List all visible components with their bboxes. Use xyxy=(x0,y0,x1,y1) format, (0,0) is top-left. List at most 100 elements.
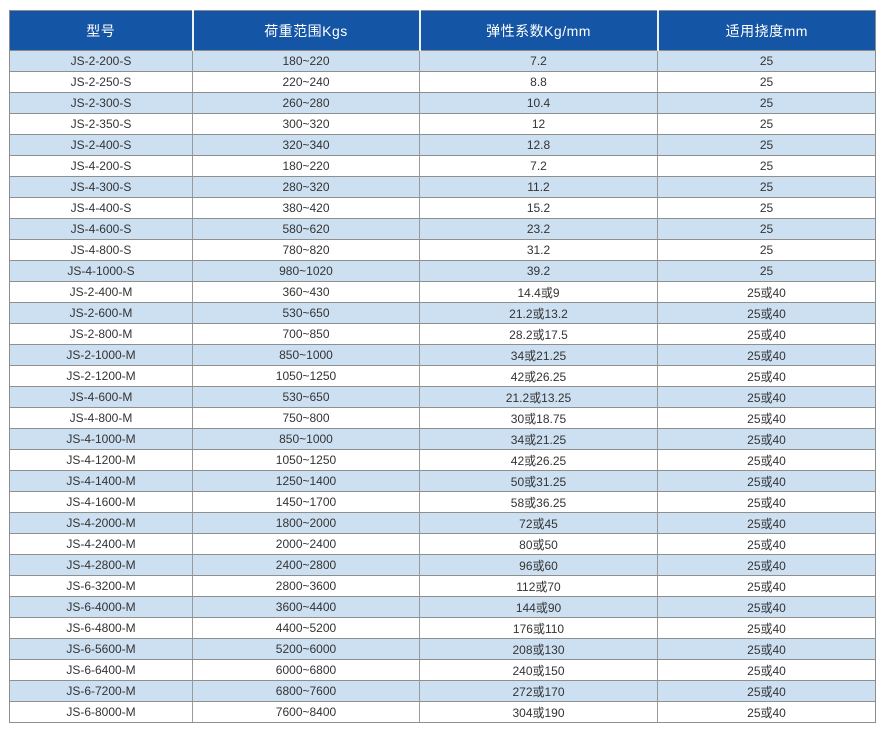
table-row: JS-4-800-M 750~800 30或18.75 25或40 xyxy=(9,407,876,429)
table-cell: 25或40 xyxy=(657,344,876,366)
table-cell: 530~650 xyxy=(192,386,420,408)
table-cell: 25 xyxy=(657,260,876,282)
table-row: JS-2-250-S 220~240 8.8 25 xyxy=(9,71,876,93)
table-row: JS-2-600-M 530~650 21.2或13.2 25或40 xyxy=(9,302,876,324)
table-cell: JS-6-6400-M xyxy=(9,659,193,681)
table-cell: 3600~4400 xyxy=(192,596,420,618)
table-cell: 42或26.25 xyxy=(419,449,658,471)
table-row: JS-2-300-S 260~280 10.4 25 xyxy=(9,92,876,114)
table-row: JS-2-400-S 320~340 12.8 25 xyxy=(9,134,876,156)
table-cell: 58或36.25 xyxy=(419,491,658,513)
table-cell: JS-2-350-S xyxy=(9,113,193,135)
table-cell: 25或40 xyxy=(657,407,876,429)
table-header-row: 型号 荷重范围Kgs 弹性系数Kg/mm 适用挠度mm xyxy=(9,10,876,51)
table-cell: 1050~1250 xyxy=(192,365,420,387)
table-row: JS-4-1600-M 1450~1700 58或36.25 25或40 xyxy=(9,491,876,513)
table-cell: 10.4 xyxy=(419,92,658,114)
table-row: JS-6-4800-M 4400~5200 176或110 25或40 xyxy=(9,617,876,639)
table-cell: 980~1020 xyxy=(192,260,420,282)
table-cell: 272或170 xyxy=(419,680,658,702)
table-row: JS-4-400-S 380~420 15.2 25 xyxy=(9,197,876,219)
table-cell: 25或40 xyxy=(657,365,876,387)
table-cell: 25 xyxy=(657,197,876,219)
table-cell: 21.2或13.25 xyxy=(419,386,658,408)
table-row: JS-6-4000-M 3600~4400 144或90 25或40 xyxy=(9,596,876,618)
table-cell: 144或90 xyxy=(419,596,658,618)
table-cell: 1250~1400 xyxy=(192,470,420,492)
table-cell: 2000~2400 xyxy=(192,533,420,555)
table-cell: JS-4-2800-M xyxy=(9,554,193,576)
table-cell: JS-6-8000-M xyxy=(9,701,193,723)
table-cell: 700~850 xyxy=(192,323,420,345)
table-cell: JS-4-600-M xyxy=(9,386,193,408)
table-cell: 25或40 xyxy=(657,638,876,660)
table-cell: 25或40 xyxy=(657,659,876,681)
table-cell: 15.2 xyxy=(419,197,658,219)
table-cell: 25 xyxy=(657,92,876,114)
table-cell: 14.4或9 xyxy=(419,281,658,303)
table-cell: 1800~2000 xyxy=(192,512,420,534)
table-cell: JS-6-4000-M xyxy=(9,596,193,618)
table-cell: 25或40 xyxy=(657,596,876,618)
table-cell: JS-4-600-S xyxy=(9,218,193,240)
table-cell: 530~650 xyxy=(192,302,420,324)
table-cell: 320~340 xyxy=(192,134,420,156)
table-cell: JS-4-1400-M xyxy=(9,470,193,492)
table-cell: JS-4-1600-M xyxy=(9,491,193,513)
table-cell: 25或40 xyxy=(657,470,876,492)
table-cell: 780~820 xyxy=(192,239,420,261)
table-cell: 850~1000 xyxy=(192,344,420,366)
table-cell: 25 xyxy=(657,155,876,177)
table-cell: 2800~3600 xyxy=(192,575,420,597)
table-cell: JS-4-1200-M xyxy=(9,449,193,471)
table-cell: 72或45 xyxy=(419,512,658,534)
table-cell: 6800~7600 xyxy=(192,680,420,702)
table-cell: 31.2 xyxy=(419,239,658,261)
table-cell: 850~1000 xyxy=(192,428,420,450)
table-row: JS-4-200-S 180~220 7.2 25 xyxy=(9,155,876,177)
table-cell: JS-2-800-M xyxy=(9,323,193,345)
table-cell: 4400~5200 xyxy=(192,617,420,639)
table-row: JS-4-2400-M 2000~2400 80或50 25或40 xyxy=(9,533,876,555)
table-cell: 280~320 xyxy=(192,176,420,198)
table-cell: JS-4-200-S xyxy=(9,155,193,177)
column-header-model: 型号 xyxy=(9,10,193,51)
table-cell: 25或40 xyxy=(657,491,876,513)
table-cell: 6000~6800 xyxy=(192,659,420,681)
table-cell: JS-6-3200-M xyxy=(9,575,193,597)
table-cell: 750~800 xyxy=(192,407,420,429)
spec-table-body: JS-2-200-S 180~220 7.2 25 JS-2-250-S 220~240 8… xyxy=(9,50,876,723)
table-row: JS-6-7200-M 6800~7600 272或170 25或40 xyxy=(9,680,876,702)
table-cell: 180~220 xyxy=(192,50,420,72)
table-cell: 11.2 xyxy=(419,176,658,198)
table-cell: JS-4-1000-S xyxy=(9,260,193,282)
table-row: JS-4-1000-S 980~1020 39.2 25 xyxy=(9,260,876,282)
table-cell: 23.2 xyxy=(419,218,658,240)
table-row: JS-4-800-S 780~820 31.2 25 xyxy=(9,239,876,261)
table-cell: JS-2-600-M xyxy=(9,302,193,324)
table-row: JS-2-350-S 300~320 12 25 xyxy=(9,113,876,135)
table-cell: JS-4-1000-M xyxy=(9,428,193,450)
table-row: JS-4-1000-M 850~1000 34或21.25 25或40 xyxy=(9,428,876,450)
table-cell: 304或190 xyxy=(419,701,658,723)
table-row: JS-6-5600-M 5200~6000 208或130 25或40 xyxy=(9,638,876,660)
table-cell: 220~240 xyxy=(192,71,420,93)
table-cell: 25 xyxy=(657,176,876,198)
table-cell: 12 xyxy=(419,113,658,135)
table-cell: 112或70 xyxy=(419,575,658,597)
table-cell: 7.2 xyxy=(419,50,658,72)
table-row: JS-4-600-M 530~650 21.2或13.25 25或40 xyxy=(9,386,876,408)
table-cell: JS-6-7200-M xyxy=(9,680,193,702)
table-row: JS-6-8000-M 7600~8400 304或190 25或40 xyxy=(9,701,876,723)
table-cell: 7.2 xyxy=(419,155,658,177)
table-cell: 380~420 xyxy=(192,197,420,219)
table-cell: 25 xyxy=(657,50,876,72)
column-header-spring-rate: 弹性系数Kg/mm xyxy=(418,10,658,51)
table-cell: JS-2-300-S xyxy=(9,92,193,114)
table-cell: 1450~1700 xyxy=(192,491,420,513)
table-cell: 96或60 xyxy=(419,554,658,576)
table-cell: JS-4-2400-M xyxy=(9,533,193,555)
table-cell: 25 xyxy=(657,239,876,261)
table-cell: 21.2或13.2 xyxy=(419,302,658,324)
